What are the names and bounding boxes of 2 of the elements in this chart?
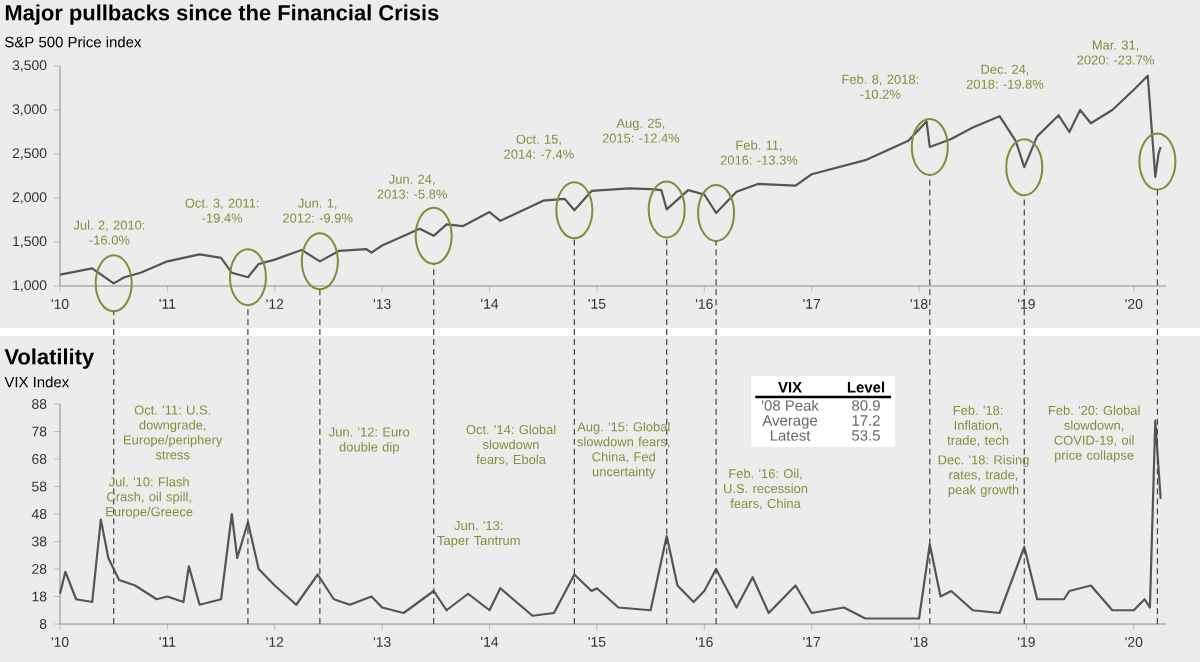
chart-title: Volatility (4, 348, 95, 369)
chart-title: Major pullbacks since the Financial Crisis (5, 4, 439, 25)
